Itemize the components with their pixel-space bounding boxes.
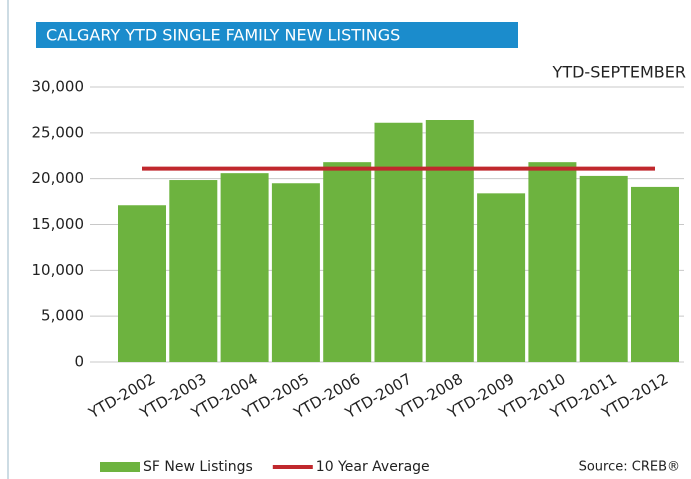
bar	[374, 122, 423, 362]
bar	[528, 162, 577, 362]
y-tick-label: 15,000	[32, 215, 85, 233]
bar	[425, 120, 474, 362]
legend-label: SF New Listings	[143, 459, 253, 475]
bar	[169, 180, 218, 362]
bar	[631, 186, 679, 362]
bar	[477, 193, 526, 362]
y-tick-label: 25,000	[32, 123, 85, 141]
bar	[323, 162, 372, 362]
bar	[220, 173, 269, 362]
title-box	[36, 22, 518, 48]
y-tick-label: 5,000	[41, 307, 84, 325]
chart-title: CALGARY YTD SINGLE FAMILY NEW LISTINGS	[46, 26, 400, 45]
bar	[579, 175, 628, 362]
y-tick-label: 10,000	[32, 261, 85, 279]
legend-swatch	[100, 462, 140, 472]
source-note: Source: CREB®	[579, 460, 680, 475]
legend-label: 10 Year Average	[316, 459, 430, 475]
bar	[271, 183, 320, 362]
chart-subtitle: YTD-SEPTEMBER	[552, 63, 686, 82]
y-tick-label: 0	[74, 353, 84, 371]
bar	[118, 205, 166, 362]
y-tick-label: 20,000	[32, 169, 85, 187]
y-tick-label: 30,000	[32, 78, 85, 96]
